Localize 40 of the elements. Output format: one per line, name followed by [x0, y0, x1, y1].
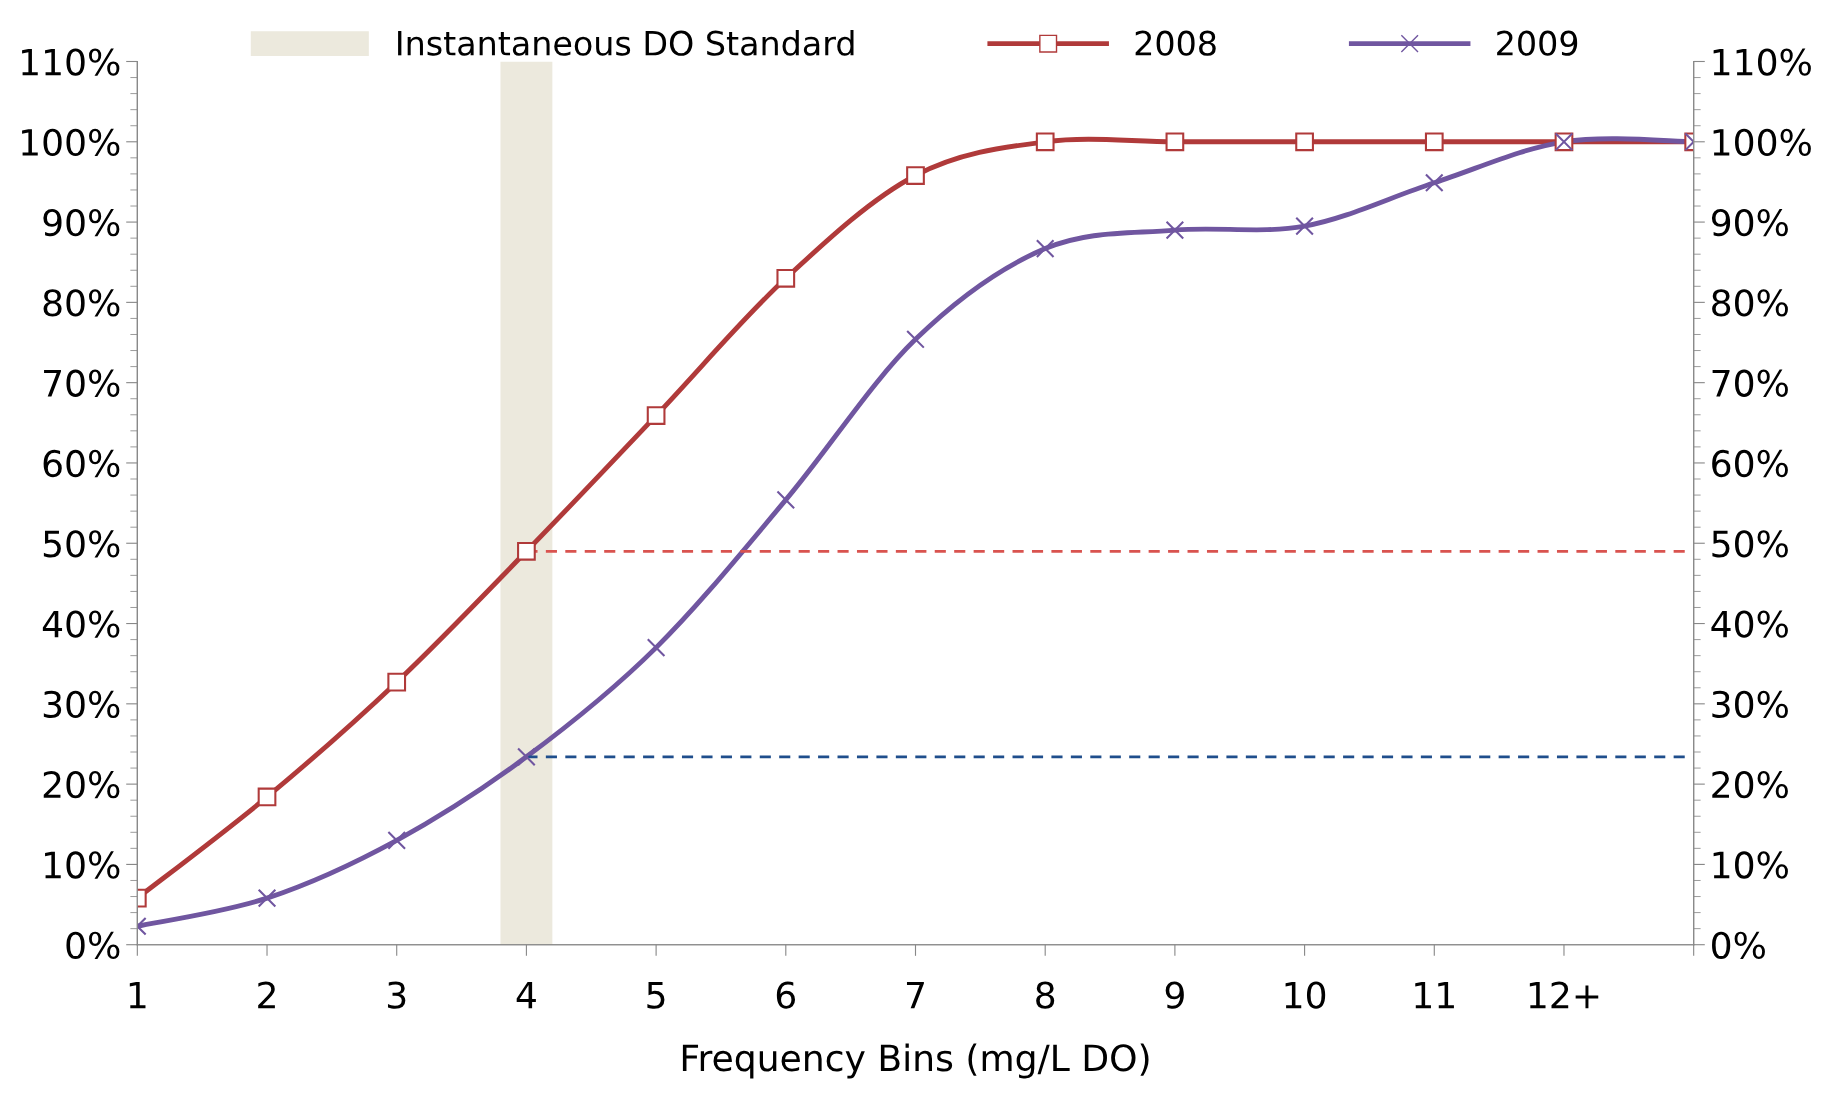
legend-label: 2008	[1135, 30, 1216, 56]
x-axis-title: Frequency Bins (mg/L DO)	[682, 1043, 1149, 1079]
y2-tick-label: 80%	[1712, 289, 1788, 317]
x-tick-label: 9	[1165, 981, 1184, 1009]
y2-tick-label: 50%	[1712, 530, 1788, 558]
y2-tick-label: 110%	[1713, 48, 1811, 76]
y-tick-label: 40%	[42, 610, 120, 638]
legend-label: 2009	[1497, 30, 1578, 56]
x-tick-label: 11	[1415, 981, 1454, 1009]
y2-tick-label: 30%	[1712, 690, 1788, 719]
y-tick-label: 60%	[43, 449, 120, 478]
y2-tick-label: 100%	[1713, 128, 1811, 157]
y-tick-label: 50%	[43, 530, 120, 558]
x-tick-label: 2	[258, 981, 275, 1009]
y2-tick-label: 60%	[1712, 449, 1788, 478]
x-tick-label: 3	[387, 981, 406, 1009]
x-tick-label: 8	[1036, 981, 1055, 1009]
y2-tick-label: 70%	[1712, 369, 1788, 397]
y2-tick-label: 90%	[1711, 208, 1788, 237]
x-tick-label: 7	[906, 981, 924, 1009]
y-tick-label: 20%	[43, 771, 120, 799]
y-tick-label: 100%	[22, 128, 120, 157]
x-tick-label: 1	[129, 981, 146, 1009]
x-tick-label: 6	[776, 981, 796, 1009]
y2-tick-label: 40%	[1711, 610, 1788, 638]
y2-tick-label: 20%	[1712, 771, 1788, 799]
x-tick-label: 10	[1285, 981, 1326, 1009]
y2-tick-label: 0%	[1712, 931, 1765, 959]
x-tick-label: 4	[516, 981, 536, 1009]
band-label: Instantaneous DO Standard	[398, 30, 854, 56]
x-tick-label: 12+	[1529, 981, 1599, 1009]
y-tick-label: 110%	[22, 48, 120, 76]
y-tick-label: 30%	[43, 690, 120, 719]
y-tick-label: 0%	[66, 931, 120, 959]
y-tick-label: 80%	[43, 289, 120, 317]
y2-tick-label: 10%	[1713, 851, 1788, 879]
y-tick-label: 90%	[43, 208, 120, 237]
y-tick-label: 10%	[45, 851, 120, 879]
y-tick-label: 70%	[44, 369, 120, 397]
x-tick-label: 5	[647, 981, 665, 1009]
